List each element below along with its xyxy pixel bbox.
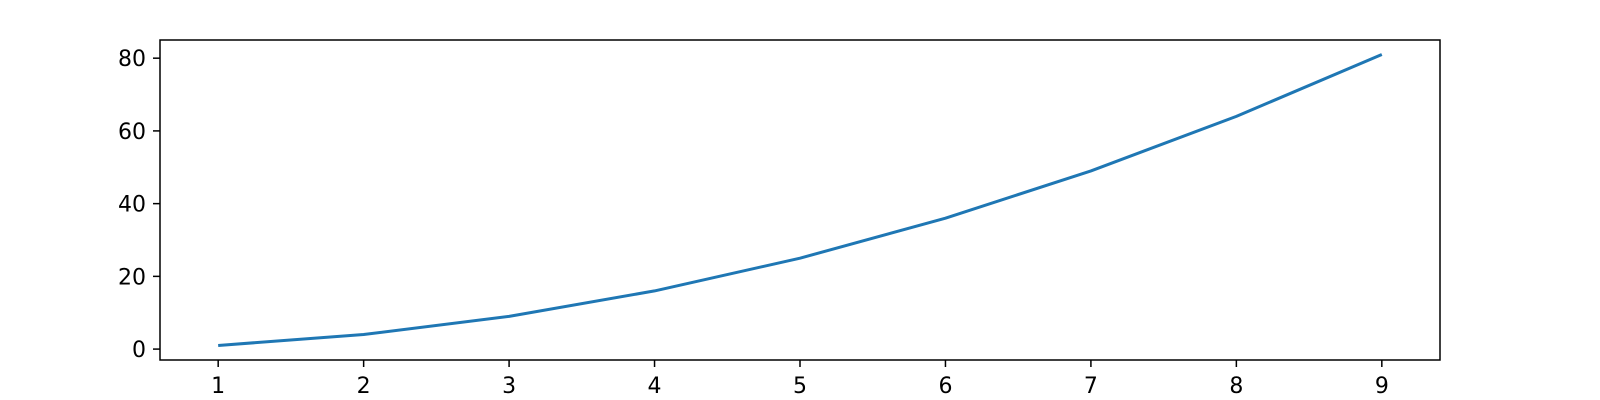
series-layer [218,53,1383,347]
x-axis: 1 2 3 4 5 6 7 8 9 [211,360,1389,399]
x-tick-label: 7 [1084,374,1098,399]
y-tick-label: 20 [118,265,146,290]
y-tick-label: 60 [118,120,146,145]
y-tick-label: 0 [132,338,146,363]
x-tick-label: 8 [1229,374,1243,399]
x-tick-label: 1 [211,374,225,399]
y-tick-label: 80 [118,47,146,72]
x-tick-label: 9 [1375,374,1389,399]
x-tick-label: 2 [357,374,371,399]
series-line-0 [218,53,1383,347]
x-tick-label: 6 [938,374,952,399]
x-tick-label: 4 [648,374,662,399]
x-tick-label: 5 [793,374,807,399]
x-tick-label: 3 [502,374,516,399]
y-axis: 0 20 40 60 80 [118,47,160,363]
plot-area: 1 2 3 4 5 6 7 8 9 0 20 40 60 80 [118,39,1441,399]
y-tick-label: 40 [118,193,146,218]
